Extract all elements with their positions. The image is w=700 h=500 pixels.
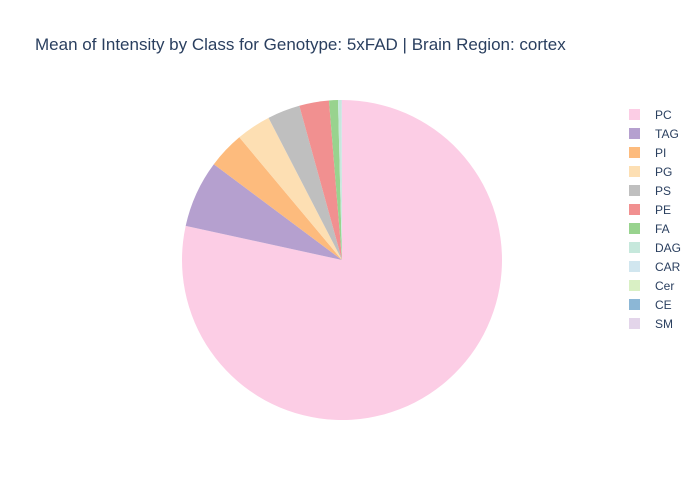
legend-label: CE [655, 298, 672, 312]
pie-slice-dag[interactable] [337, 100, 342, 261]
legend-label: CAR [655, 260, 681, 274]
legend-swatch [629, 318, 640, 329]
legend-item-ce[interactable]: CE [629, 298, 672, 312]
legend-swatch [629, 185, 640, 196]
legend-label: Cer [655, 279, 674, 293]
legend-label: TAG [655, 127, 679, 141]
legend-label: SM [655, 317, 673, 331]
legend-swatch [629, 223, 640, 234]
pie-slice-pe[interactable] [299, 100, 342, 261]
pie-slice-pi[interactable] [213, 137, 342, 260]
legend: PC TAG PI PG PS PE FA DAG CAR Cer CE SM [629, 108, 681, 331]
pie-slices [181, 100, 502, 420]
legend-item-pi[interactable]: PI [629, 146, 666, 160]
legend-label: PC [655, 108, 672, 122]
pie-slice-pg[interactable] [239, 117, 342, 261]
legend-swatch [629, 280, 640, 291]
legend-item-car[interactable]: CAR [629, 260, 681, 274]
legend-item-cer[interactable]: Cer [629, 279, 674, 293]
legend-item-dag[interactable]: DAG [629, 241, 681, 255]
pie-slice-tag[interactable] [185, 164, 342, 260]
legend-swatch [629, 242, 640, 253]
legend-label: DAG [655, 241, 681, 255]
legend-item-tag[interactable]: TAG [629, 127, 679, 141]
legend-swatch [629, 166, 640, 177]
legend-item-pc[interactable]: PC [629, 108, 672, 122]
legend-label: PS [655, 184, 671, 198]
legend-item-pe[interactable]: PE [629, 203, 671, 217]
legend-swatch [629, 109, 640, 120]
chart-title: Mean of Intensity by Class for Genotype:… [35, 35, 566, 54]
pie-slice-cer[interactable] [341, 100, 342, 261]
pie-slice-fa[interactable] [328, 100, 342, 260]
legend-swatch [629, 261, 640, 272]
legend-item-pg[interactable]: PG [629, 165, 672, 179]
legend-item-fa[interactable]: FA [629, 222, 670, 236]
legend-label: PG [655, 165, 672, 179]
pie-slice-ps[interactable] [268, 105, 342, 260]
legend-label: FA [655, 222, 670, 236]
legend-swatch [629, 147, 640, 158]
legend-label: PE [655, 203, 671, 217]
legend-swatch [629, 204, 640, 215]
legend-swatch [629, 299, 640, 310]
legend-item-ps[interactable]: PS [629, 184, 671, 198]
legend-item-sm[interactable]: SM [629, 317, 673, 331]
legend-swatch [629, 128, 640, 139]
legend-label: PI [655, 146, 666, 160]
pie-slice-car[interactable] [340, 100, 342, 261]
